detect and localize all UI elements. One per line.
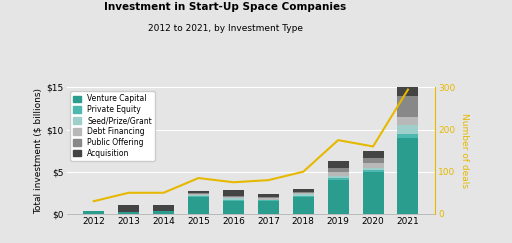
Bar [328,180,349,214]
Bar [397,138,418,214]
Y-axis label: Total investment ($ billions): Total investment ($ billions) [33,88,42,214]
Bar [293,193,314,194]
Bar [293,191,314,193]
Bar [328,178,349,180]
Bar [397,117,418,125]
Bar [153,205,174,211]
Bar [258,201,279,214]
Bar [362,163,383,167]
Bar [328,176,349,178]
Bar [362,158,383,163]
Bar [328,168,349,172]
Bar [223,198,244,200]
Bar [258,198,279,200]
Bar [188,193,209,194]
Text: Investment in Start-Up Space Companies: Investment in Start-Up Space Companies [104,2,347,12]
Y-axis label: Number of deals: Number of deals [460,113,469,188]
Bar [188,197,209,214]
Bar [258,197,279,198]
Bar [293,197,314,214]
Bar [83,211,104,214]
Bar [223,200,244,201]
Bar [293,196,314,197]
Bar [397,125,418,134]
Bar [188,196,209,197]
Bar [362,167,383,170]
Text: 2012 to 2021, by Investment Type: 2012 to 2021, by Investment Type [148,24,303,33]
Bar [397,82,418,96]
Bar [188,191,209,193]
Bar [223,196,244,197]
Bar [293,189,314,191]
Bar [118,212,139,214]
Bar [223,190,244,196]
Bar [223,197,244,198]
Bar [362,172,383,214]
Bar [397,96,418,117]
Bar [397,134,418,138]
Bar [328,161,349,168]
Bar [223,201,244,214]
Legend: Venture Capital, Private Equity, Seed/Prize/Grant, Debt Financing, Public Offeri: Venture Capital, Private Equity, Seed/Pr… [70,91,155,161]
Bar [258,194,279,197]
Bar [188,194,209,195]
Bar [362,170,383,172]
Bar [362,151,383,158]
Bar [153,211,174,214]
Bar [293,194,314,196]
Bar [258,200,279,201]
Bar [328,172,349,176]
Bar [118,205,139,212]
Bar [188,195,209,196]
